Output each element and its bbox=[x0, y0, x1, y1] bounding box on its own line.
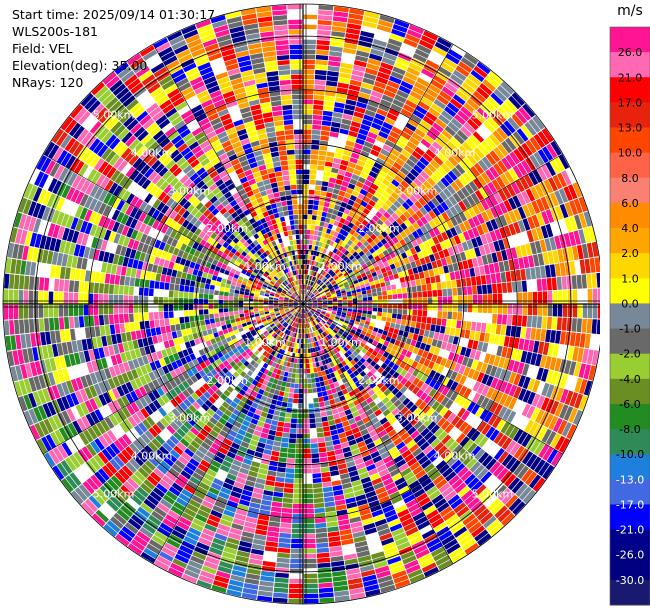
range-label: 5.00km bbox=[93, 487, 135, 500]
colorbar-tick-label: 10.0 bbox=[618, 147, 643, 160]
colorbar-tick-label: -13.0 bbox=[616, 473, 644, 486]
colorbar-tick-label: 13.0 bbox=[618, 122, 643, 135]
field-label: Field: VEL bbox=[12, 41, 73, 56]
colorbar-bin bbox=[610, 454, 650, 480]
range-label: 4.00km bbox=[131, 450, 173, 463]
range-label: 4.00km bbox=[131, 147, 173, 160]
range-label: 5.00km bbox=[472, 109, 514, 122]
azimuth-spoke bbox=[302, 303, 563, 455]
colorbar-bin bbox=[610, 27, 650, 53]
azimuth-spoke bbox=[302, 303, 454, 564]
polar-grid bbox=[2, 3, 600, 605]
range-label: 3.00km bbox=[396, 412, 438, 425]
colorbar-bin bbox=[610, 303, 650, 330]
colorbar-tick-label: 1.0 bbox=[621, 272, 639, 285]
colorbar-tick-label: 6.0 bbox=[621, 197, 639, 210]
colorbar-bin bbox=[610, 127, 650, 154]
colorbar-bin bbox=[610, 378, 650, 405]
nrays-label: NRays: 120 bbox=[12, 75, 84, 90]
range-label: 1.00km bbox=[244, 336, 286, 349]
colorbar-bin bbox=[610, 529, 650, 556]
colorbar-bin bbox=[610, 579, 650, 606]
range-label: 5.00km bbox=[472, 487, 514, 500]
colorbar-tick-label: -1.0 bbox=[619, 323, 640, 336]
colorbar-tick-label: -8.0 bbox=[619, 423, 640, 436]
colorbar-bin bbox=[610, 152, 650, 179]
colorbar-tick-label: -4.0 bbox=[619, 373, 640, 386]
range-label: 2.00km bbox=[206, 222, 248, 235]
colorbar-tick-label: -21.0 bbox=[616, 524, 644, 537]
colorbar-tick-label: 4.0 bbox=[621, 222, 639, 235]
velocity-cells bbox=[3, 4, 600, 604]
range-label: 2.00km bbox=[206, 374, 248, 387]
range-label: 3.00km bbox=[169, 412, 211, 425]
range-label: 3.00km bbox=[169, 184, 211, 197]
colorbar-bin bbox=[610, 403, 650, 430]
range-label: 2.00km bbox=[358, 222, 400, 235]
colorbar-bin bbox=[610, 102, 650, 129]
colorbar-bin bbox=[610, 554, 650, 581]
colorbar-bin bbox=[610, 429, 650, 455]
colorbar-bin bbox=[610, 479, 650, 505]
start-time-label: Start time: 2025/09/14 01:30:17 bbox=[12, 7, 216, 22]
colorbar-bin bbox=[610, 253, 650, 279]
colorbar-bin bbox=[610, 353, 650, 380]
elevation-label: Elevation(deg): 35.00 bbox=[12, 58, 148, 73]
colorbar-tick-label: -6.0 bbox=[619, 398, 640, 411]
range-label: 1.00km bbox=[320, 336, 362, 349]
colorbar-bin bbox=[610, 177, 650, 204]
colorbar-tick-label: 8.0 bbox=[621, 172, 639, 185]
colorbar-bin bbox=[610, 52, 650, 78]
range-label: 4.00km bbox=[434, 147, 476, 160]
colorbar-unit: m/s bbox=[617, 3, 643, 19]
azimuth-spoke bbox=[43, 153, 304, 305]
range-label: 1.00km bbox=[320, 260, 362, 273]
colorbar-tick-label: -2.0 bbox=[619, 348, 640, 361]
colorbar-bin bbox=[610, 77, 650, 103]
colorbar-bin bbox=[610, 504, 650, 531]
colorbar-tick-label: 17.0 bbox=[618, 96, 643, 109]
range-label: 3.00km bbox=[396, 184, 438, 197]
azimuth-spoke bbox=[43, 303, 304, 455]
colorbar-bin bbox=[610, 278, 650, 304]
colorbar-bin bbox=[610, 202, 650, 229]
info-block: Start time: 2025/09/14 01:30:17 WLS200s-… bbox=[12, 6, 215, 91]
colorbar-tick-label: -10.0 bbox=[616, 448, 644, 461]
colorbar-tick-label: -26.0 bbox=[616, 549, 644, 562]
colorbar-tick-label: 0.0 bbox=[621, 297, 639, 310]
azimuth-spoke bbox=[152, 303, 304, 564]
range-label: 1.00km bbox=[244, 260, 286, 273]
colorbar-tick-label: 2.0 bbox=[621, 247, 639, 260]
colorbar-bin bbox=[610, 228, 650, 254]
azimuth-spoke bbox=[302, 153, 563, 305]
colorbar-tick-label: 21.0 bbox=[618, 71, 643, 84]
colorbar-tick-label: 26.0 bbox=[618, 46, 643, 59]
colorbar-tick-label: -17.0 bbox=[616, 499, 644, 512]
ppi-plot: 1.00km 1.00km 1.00km 1.00km 2.00km 2.00km 2.00… bbox=[2, 3, 600, 605]
colorbar-tick-label: -30.0 bbox=[616, 574, 644, 587]
azimuth-spoke bbox=[152, 44, 304, 305]
colorbar: m/s 26.0 21.0 17.0 13.0 10.0 8.0 6.0 4.0 2.0 1.0 0.… bbox=[609, 3, 650, 606]
range-label: 5.00km bbox=[93, 109, 135, 122]
colorbar-bin bbox=[610, 328, 650, 355]
range-label: 4.00km bbox=[434, 450, 476, 463]
range-labels: 1.00km 1.00km 1.00km 1.00km 2.00km 2.00km 2.00… bbox=[93, 109, 513, 501]
range-label: 2.00km bbox=[358, 374, 400, 387]
instrument-label: WLS200s-181 bbox=[12, 24, 98, 39]
azimuth-spoke bbox=[302, 44, 454, 305]
